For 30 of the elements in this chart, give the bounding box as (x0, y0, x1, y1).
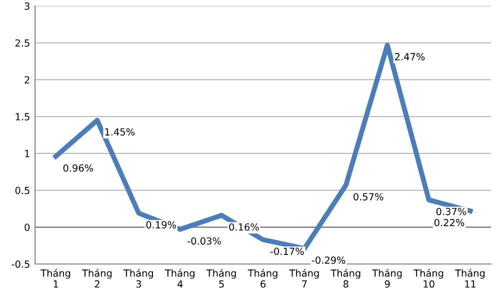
data-label: 0.16% (229, 223, 259, 231)
x-tick-label: Tháng 3 (123, 268, 153, 288)
y-tick-label: -0.5 (12, 260, 30, 268)
x-tick-label: Tháng 1 (40, 268, 70, 288)
data-label: 2.47% (395, 53, 425, 60)
x-tick-label: Tháng 4 (164, 268, 194, 288)
data-label: 0.37% (436, 208, 466, 216)
y-tick-label: 3 (24, 2, 30, 10)
data-label: -0.29% (312, 256, 346, 264)
y-tick-label: 0.5 (15, 186, 30, 194)
y-tick-label: 0 (24, 224, 30, 231)
x-tick-label: Tháng 10 (414, 268, 444, 288)
y-tick-label: 1 (25, 150, 30, 158)
x-tick-label: Tháng 6 (248, 268, 278, 288)
x-tick-label: Tháng 9 (372, 268, 402, 288)
data-label: 0.96% (63, 164, 94, 172)
x-tick-label: Tháng 8 (330, 268, 360, 288)
data-label: 0.19% (146, 221, 176, 228)
data-label: -0.03% (188, 237, 221, 245)
x-tick-label: Tháng 5 (206, 268, 236, 288)
data-label: -0.17% (270, 248, 304, 255)
x-tick-label: Tháng 11 (455, 268, 485, 288)
y-tick-label: 1.5 (16, 113, 30, 120)
x-tick-label: Tháng 7 (289, 268, 319, 288)
data-label: 1.45% (105, 128, 135, 136)
data-label: 0.57% (354, 193, 384, 200)
y-tick-label: 2 (24, 76, 30, 84)
data-label: 0.22% (434, 218, 464, 226)
x-tick-label: Tháng 2 (82, 268, 112, 288)
y-tick-label: 2.5 (15, 39, 30, 47)
